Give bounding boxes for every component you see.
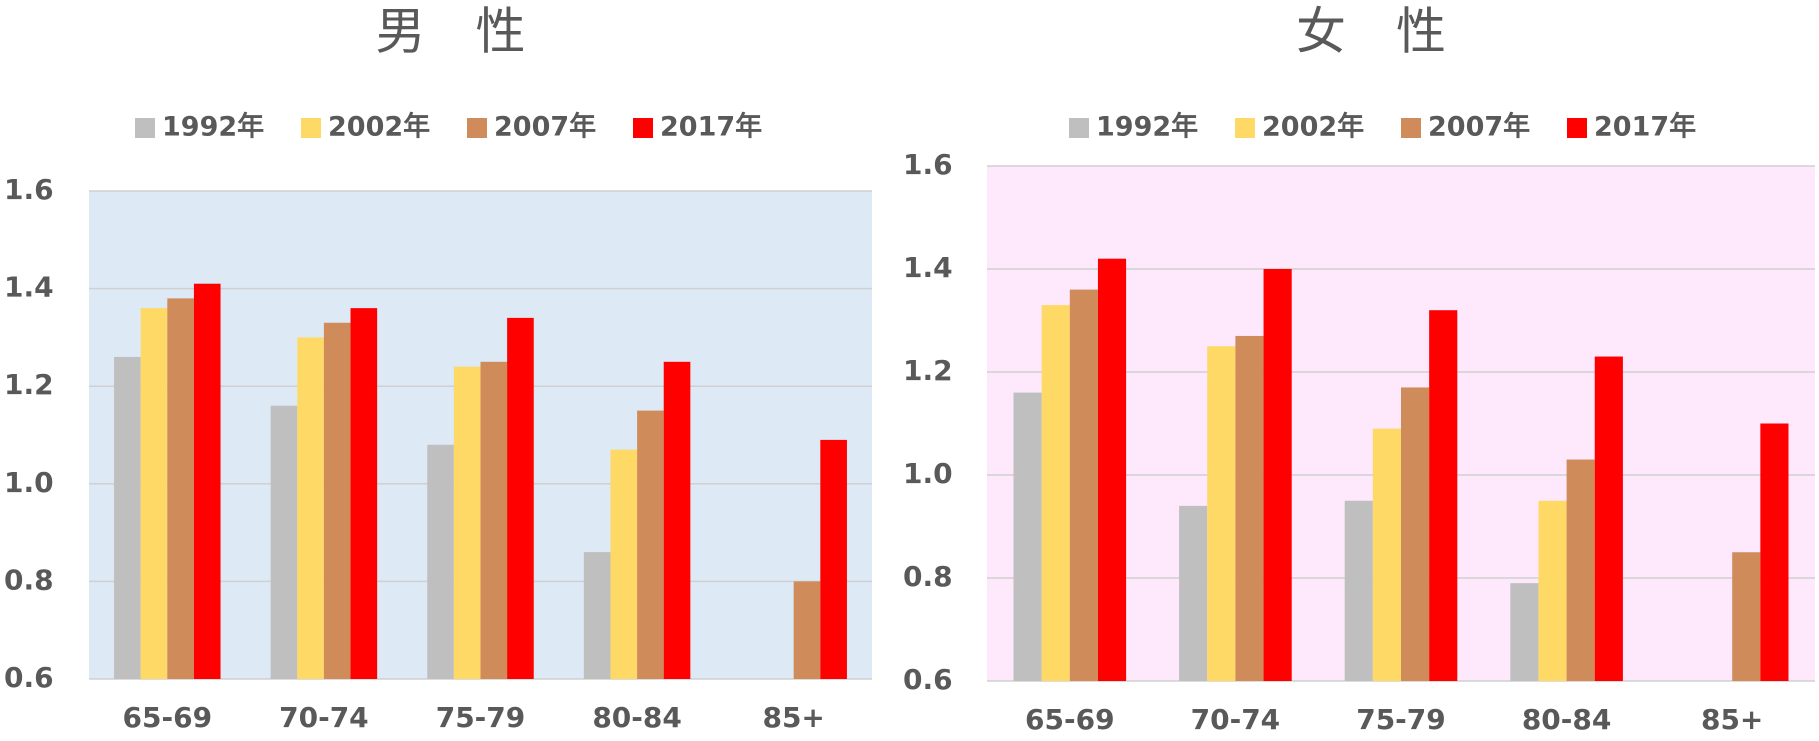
bar xyxy=(480,361,508,679)
bar xyxy=(1372,428,1401,681)
bar xyxy=(583,552,611,679)
legend-label: 2017年 xyxy=(660,111,762,143)
bar xyxy=(167,298,194,679)
bar xyxy=(1566,459,1595,681)
legend-label: 2002年 xyxy=(328,111,430,143)
bar xyxy=(637,410,664,679)
bar xyxy=(297,337,324,679)
y-tick-label: 0.8 xyxy=(903,560,953,593)
x-tick-label: 70-74 xyxy=(1191,703,1281,736)
bar xyxy=(1344,500,1373,681)
y-tick-label: 1.4 xyxy=(903,251,953,284)
bar xyxy=(1732,552,1761,681)
bar xyxy=(663,361,691,679)
x-tick-label: 65-69 xyxy=(1025,703,1115,736)
legend-swatch xyxy=(1567,118,1587,138)
bar xyxy=(1594,356,1623,681)
bar xyxy=(1235,335,1264,681)
y-tick-label: 1.6 xyxy=(903,148,953,181)
x-tick-label: 65-69 xyxy=(123,701,213,734)
legend-swatch xyxy=(1069,118,1089,138)
bar xyxy=(1097,258,1127,681)
y-tick-label: 0.6 xyxy=(903,663,953,696)
bar xyxy=(610,449,638,679)
bar xyxy=(1069,289,1098,681)
chart-title: 男 性 xyxy=(376,3,526,61)
bar xyxy=(1263,269,1292,681)
y-tick-label: 1.4 xyxy=(4,271,54,304)
bar xyxy=(1760,423,1789,681)
y-tick-label: 1.2 xyxy=(903,354,953,387)
legend-label: 2007年 xyxy=(494,111,596,143)
bar xyxy=(350,308,378,679)
legend-swatch xyxy=(135,118,155,138)
bar xyxy=(507,317,534,679)
bar xyxy=(1538,500,1567,681)
legend-swatch xyxy=(633,118,653,138)
x-tick-label: 75-79 xyxy=(436,701,526,734)
legend-label: 1992年 xyxy=(162,111,264,143)
y-tick-label: 1.0 xyxy=(903,457,953,490)
x-tick-label: 85+ xyxy=(1701,703,1763,736)
bar xyxy=(193,283,221,679)
x-tick-label: 75-79 xyxy=(1356,703,1446,736)
bar xyxy=(114,356,141,679)
bar xyxy=(270,405,298,679)
bar xyxy=(1041,305,1070,681)
x-tick-label: 70-74 xyxy=(279,701,369,734)
legend-swatch xyxy=(1235,118,1255,138)
x-tick-label: 80-84 xyxy=(592,701,682,734)
y-tick-label: 0.6 xyxy=(4,661,54,694)
bar xyxy=(427,444,454,679)
bar xyxy=(1207,346,1236,681)
legend-label: 2017年 xyxy=(1594,111,1696,143)
y-tick-label: 1.2 xyxy=(4,368,54,401)
legend-swatch xyxy=(1401,118,1421,138)
y-tick-label: 0.8 xyxy=(4,563,54,596)
chart-title: 女 性 xyxy=(1296,3,1446,61)
y-tick-label: 1.6 xyxy=(4,173,54,206)
x-tick-label: 80-84 xyxy=(1522,703,1612,736)
legend-label: 1992年 xyxy=(1096,111,1198,143)
legend-label: 2002年 xyxy=(1262,111,1364,143)
legend-label: 2007年 xyxy=(1428,111,1530,143)
bar xyxy=(453,366,481,679)
bar xyxy=(820,439,847,679)
x-tick-label: 85+ xyxy=(762,701,824,734)
bar xyxy=(140,308,168,679)
bar xyxy=(1179,505,1208,681)
bar xyxy=(1510,583,1539,681)
bar xyxy=(793,581,821,679)
bar xyxy=(1429,310,1458,681)
legend-swatch xyxy=(301,118,321,138)
bar xyxy=(1401,387,1430,681)
legend-swatch xyxy=(467,118,487,138)
bar xyxy=(323,322,351,679)
bar xyxy=(1013,392,1042,681)
y-tick-label: 1.0 xyxy=(4,466,54,499)
